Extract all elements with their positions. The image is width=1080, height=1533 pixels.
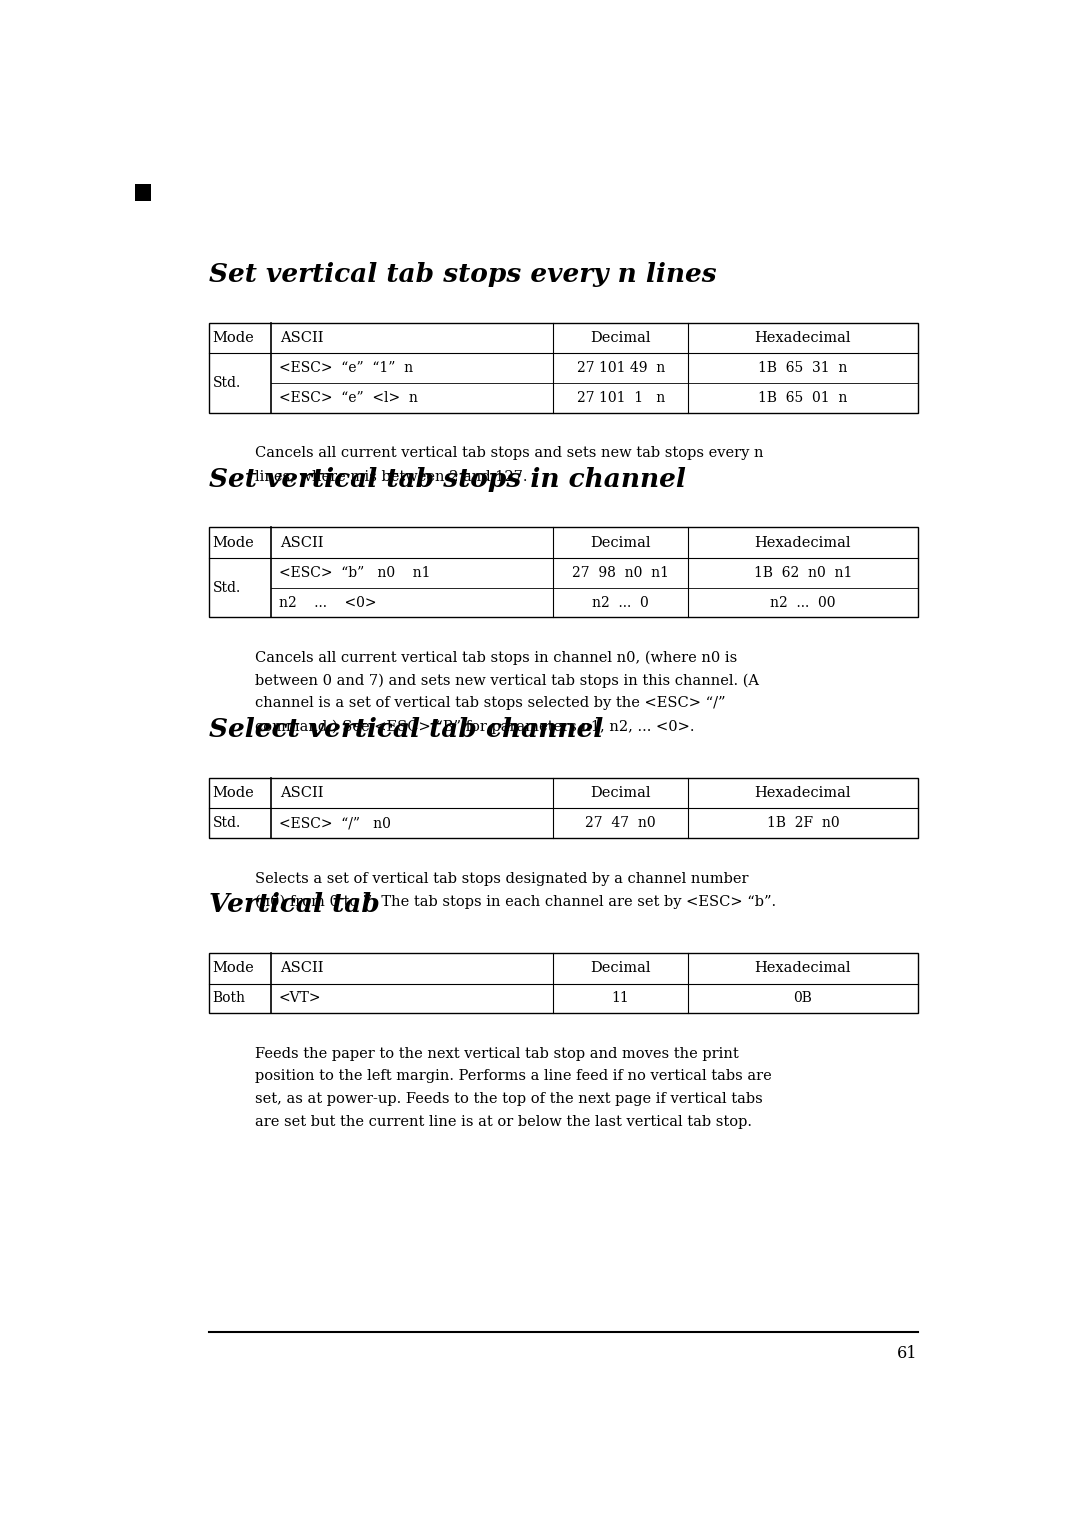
Bar [208,777,918,839]
Bar [208,527,918,618]
Text: n2    ...    <0>: n2 ... <0> [279,596,376,610]
Text: Vertical tab: Vertical tab [208,892,379,917]
Text: 0B: 0B [794,992,812,1006]
Text: Feeds the paper to the next vertical tab stop and moves the print: Feeds the paper to the next vertical tab… [255,1047,739,1061]
Text: ASCII: ASCII [281,961,324,975]
Text: n2  ...  0: n2 ... 0 [592,596,649,610]
Text: <ESC>  “/”   n0: <ESC> “/” n0 [279,816,391,831]
Bar [135,184,150,201]
Text: Hexadecimal: Hexadecimal [755,961,851,975]
Text: Std.: Std. [213,816,241,831]
Text: Decimal: Decimal [591,331,651,345]
Text: Hexadecimal: Hexadecimal [755,786,851,800]
Text: Selects a set of vertical tab stops designated by a channel number: Selects a set of vertical tab stops desi… [255,872,748,886]
Text: <ESC>  “e”  “1”  n: <ESC> “e” “1” n [279,362,413,376]
Text: Decimal: Decimal [591,961,651,975]
Text: ASCII: ASCII [281,786,324,800]
Text: 27 101  1   n: 27 101 1 n [577,391,665,405]
Text: 1B  2F  n0: 1B 2F n0 [767,816,839,831]
Text: 27  47  n0: 27 47 n0 [585,816,656,831]
Text: <ESC>  “e”  <l>  n: <ESC> “e” <l> n [279,391,418,405]
Text: 61: 61 [897,1344,918,1363]
Text: Std.: Std. [213,581,241,595]
Text: Select vertical tab channel: Select vertical tab channel [208,717,603,742]
Text: Hexadecimal: Hexadecimal [755,331,851,345]
Text: channel is a set of vertical tab stops selected by the <ESC> “/”: channel is a set of vertical tab stops s… [255,696,726,710]
Text: Decimal: Decimal [591,535,651,550]
Text: 11: 11 [611,992,630,1006]
Text: Mode: Mode [213,961,254,975]
Text: command.) See <ESC> “B” for parameters n1, n2, ... <0>.: command.) See <ESC> “B” for parameters n… [255,719,694,733]
Text: n2  ...  00: n2 ... 00 [770,596,836,610]
Text: Set vertical tab stops every n lines: Set vertical tab stops every n lines [208,262,716,287]
Text: ASCII: ASCII [281,535,324,550]
Text: position to the left margin. Performs a line feed if no vertical tabs are: position to the left margin. Performs a … [255,1070,772,1084]
Text: <VT>: <VT> [279,992,321,1006]
Text: Std.: Std. [213,376,241,389]
Text: between 0 and 7) and sets new vertical tab stops in this channel. (A: between 0 and 7) and sets new vertical t… [255,673,759,688]
Text: 27  98  n0  n1: 27 98 n0 n1 [572,566,670,579]
Text: Hexadecimal: Hexadecimal [755,535,851,550]
Text: (n0) from 0 to 7. The tab stops in each channel are set by <ESC> “b”.: (n0) from 0 to 7. The tab stops in each … [255,894,777,909]
Text: Cancels all current vertical tab stops and sets new tab stops every n: Cancels all current vertical tab stops a… [255,446,764,460]
Text: 27 101 49  n: 27 101 49 n [577,362,665,376]
Text: set, as at power-up. Feeds to the top of the next page if vertical tabs: set, as at power-up. Feeds to the top of… [255,1091,762,1107]
Text: 1B  62  n0  n1: 1B 62 n0 n1 [754,566,852,579]
Text: 1B  65  01  n: 1B 65 01 n [758,391,848,405]
Text: Mode: Mode [213,535,254,550]
Text: lines, where n is between 2 and 127.: lines, where n is between 2 and 127. [255,469,528,483]
Text: <ESC>  “b”   n0    n1: <ESC> “b” n0 n1 [279,566,430,579]
Text: Set vertical tab stops in channel: Set vertical tab stops in channel [208,468,686,492]
Bar [208,322,918,412]
Text: Mode: Mode [213,331,254,345]
Text: Cancels all current vertical tab stops in channel n0, (where n0 is: Cancels all current vertical tab stops i… [255,652,738,665]
Text: Decimal: Decimal [591,786,651,800]
Text: Mode: Mode [213,786,254,800]
Text: 1B  65  31  n: 1B 65 31 n [758,362,848,376]
Text: Both: Both [213,992,245,1006]
Text: ASCII: ASCII [281,331,324,345]
Bar [208,954,918,1013]
Text: are set but the current line is at or below the last vertical tab stop.: are set but the current line is at or be… [255,1114,752,1128]
